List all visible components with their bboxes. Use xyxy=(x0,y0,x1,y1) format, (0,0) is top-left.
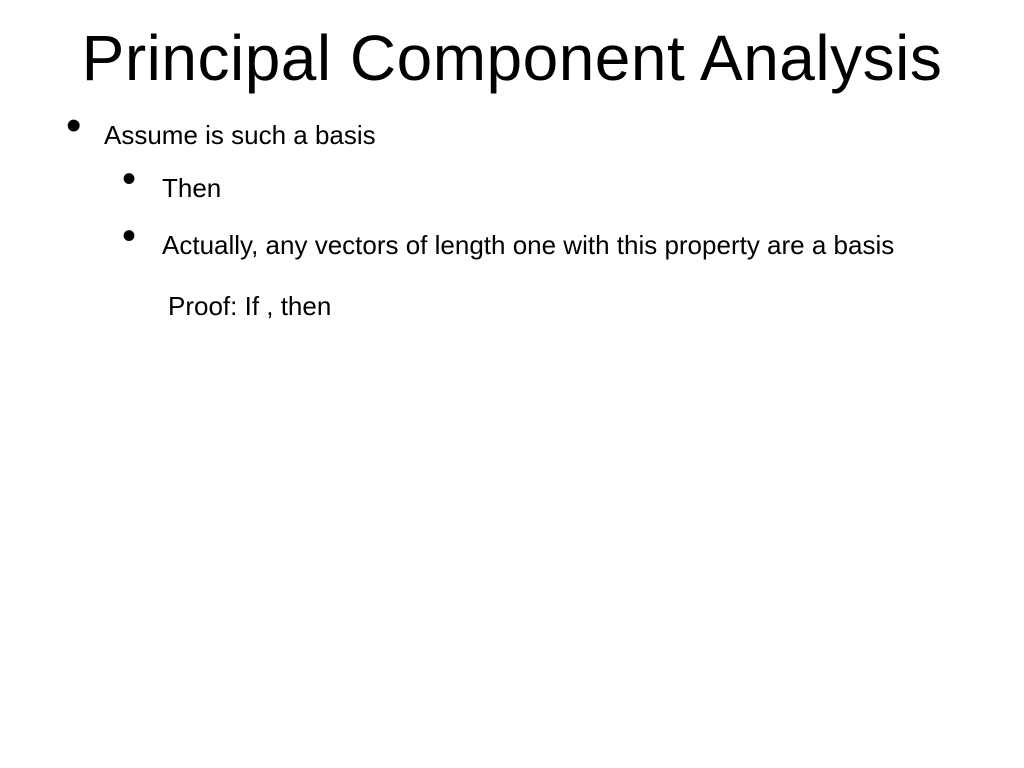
slide: Principal Component Analysis Assume is s… xyxy=(0,0,1024,768)
bullet-level2-text: Actually, any vectors of length one with… xyxy=(162,230,894,260)
bullet-level2-item: Then xyxy=(104,171,964,206)
proof-line: Proof: If , then xyxy=(104,289,964,324)
bullet-level2-text: Then xyxy=(162,173,221,203)
slide-title: Principal Component Analysis xyxy=(0,0,1024,96)
bullet-list-level2: Then Actually, any vectors of length one… xyxy=(104,171,964,263)
slide-body: Assume is such a basis Then Actually, an… xyxy=(0,96,1024,324)
bullet-list-level1: Assume is such a basis Then Actually, an… xyxy=(60,118,964,324)
bullet-level1-item: Assume is such a basis Then Actually, an… xyxy=(60,118,964,324)
bullet-level1-text: Assume is such a basis xyxy=(104,120,376,150)
bullet-level2-item: Actually, any vectors of length one with… xyxy=(104,228,964,263)
